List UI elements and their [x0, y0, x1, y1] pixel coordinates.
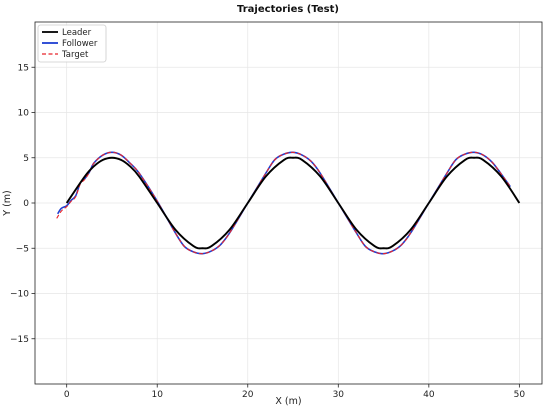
y-tick-label: 15 — [18, 63, 29, 73]
y-axis-label: Y (m) — [2, 190, 13, 217]
legend-label-follower: Follower — [62, 39, 98, 49]
grid — [35, 22, 542, 384]
x-tick-label: 30 — [333, 390, 345, 400]
y-tick-label: −10 — [10, 290, 29, 300]
ticks: 0 10 20 30 40 50 −15 −10 −5 0 5 10 15 — [10, 63, 525, 400]
x-tick-label: 40 — [423, 390, 435, 400]
series-layer — [56, 151, 521, 255]
chart-title: Trajectories (Test) — [237, 4, 339, 15]
y-tick-label: −5 — [16, 244, 29, 254]
y-tick-label: 0 — [23, 199, 29, 209]
legend-label-target: Target — [61, 50, 89, 60]
legend-box — [37, 24, 107, 63]
x-tick-label: 0 — [64, 390, 70, 400]
series-line-leader — [65, 156, 521, 250]
x-tick-label: 10 — [151, 390, 163, 400]
x-axis-label: X (m) — [275, 396, 301, 407]
y-tick-label: 10 — [18, 109, 30, 119]
x-tick-label: 20 — [242, 390, 254, 400]
y-tick-label: 5 — [23, 154, 29, 164]
y-tick-label: −15 — [10, 335, 29, 345]
legend-label-leader: Leader — [62, 28, 92, 38]
x-tick-label: 50 — [514, 390, 526, 400]
